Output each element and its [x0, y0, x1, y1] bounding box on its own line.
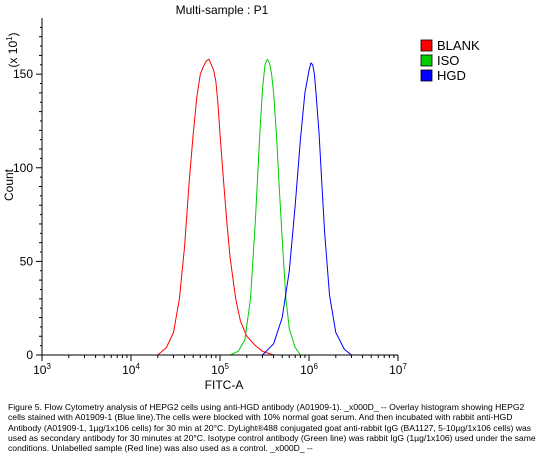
axes: 0 50 100 150 103 104 105 106 107 — [13, 18, 407, 377]
x-tick-label: 105 — [211, 362, 229, 377]
chart-title: Multi-sample : P1 — [176, 3, 269, 17]
y-axis-multiplier: (x 101) — [5, 32, 20, 67]
y-tick-label: 50 — [20, 254, 34, 268]
legend-label-iso: ISO — [437, 53, 459, 68]
y-tick-label: 0 — [26, 348, 33, 362]
figure-caption: Figure 5. Flow Cytometry analysis of HEP… — [8, 402, 536, 454]
series-line-iso — [229, 58, 301, 356]
y-tick-label: 100 — [13, 161, 33, 175]
legend-label-hgd: HGD — [437, 68, 466, 83]
legend-label-blank: BLANK — [437, 38, 480, 53]
legend-swatch-hgd — [420, 69, 433, 82]
x-tick-label: 104 — [122, 362, 140, 377]
series-layer — [157, 58, 352, 356]
x-axis-label: FITC-A — [205, 378, 244, 392]
y-tick-label: 150 — [13, 67, 33, 81]
flow-cytometry-histogram: Multi-sample : P1 (x 101) Count FITC-A 0… — [2, 3, 480, 392]
x-tick-label: 106 — [300, 362, 318, 377]
y-axis-label: Count — [2, 168, 16, 201]
series-line-hgd — [262, 62, 352, 356]
x-tick-label: 107 — [389, 362, 407, 377]
series-line-blank — [157, 58, 274, 356]
x-tick-label: 103 — [33, 362, 51, 377]
legend-swatch-iso — [420, 54, 433, 67]
legend-swatch-blank — [420, 39, 433, 52]
